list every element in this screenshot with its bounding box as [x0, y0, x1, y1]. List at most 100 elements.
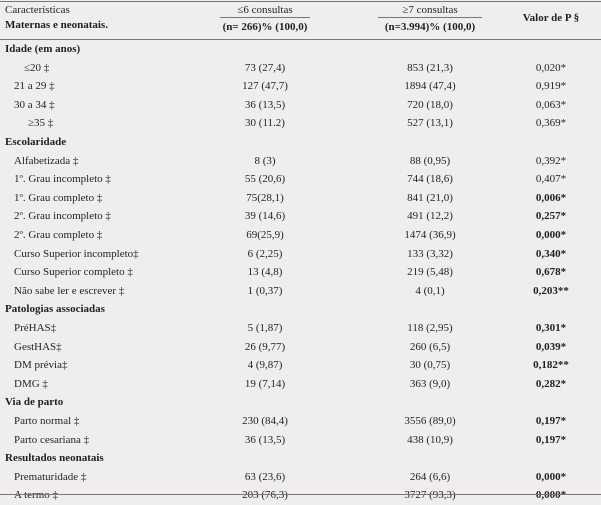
table-row: Curso Superior completo ‡ 13 (4,8) 219 (5,… — [0, 263, 601, 282]
row-label: 21 a 29 ‡ — [14, 80, 55, 93]
p-value-cell: 0,063* — [535, 98, 567, 111]
value-le6-cell: 19 (7,14) — [244, 377, 286, 390]
value-le6-cell: 39 (14,6) — [244, 210, 286, 223]
header-ge7-consultas: ≥7 consultas — [402, 4, 458, 16]
value-le6-cell: 36 (13,5) — [244, 98, 286, 111]
value-ge7-cell: 527 (13,1) — [407, 117, 453, 130]
value-le6-cell: 8 (3) — [254, 154, 276, 167]
p-value-cell: 0,039* — [535, 340, 567, 353]
table-row: Não sabe ler e escrever ‡ 1 (0,37) 4 (0,1)… — [0, 282, 601, 301]
value-ge7-cell: 438 (10,9) — [407, 433, 453, 446]
value-le6-cell: 73 (27,4) — [244, 61, 286, 74]
value-ge7-cell: 264 (6,6) — [409, 470, 451, 483]
value-ge7-cell: 720 (18,0) — [407, 98, 453, 111]
value-ge7-cell: 363 (9,0) — [409, 377, 451, 390]
header-ge7-n: (n=3.994)% (100,0) — [384, 21, 476, 33]
value-le6-cell: 69(25,9) — [246, 229, 284, 241]
value-le6-cell: 63 (23,6) — [244, 470, 286, 483]
header-ge7-underline — [378, 17, 482, 18]
row-label: Parto cesariana ‡ — [14, 433, 90, 446]
row-label: Prematuridade ‡ — [14, 470, 87, 483]
p-value-cell: 0,006* — [535, 191, 567, 204]
row-label: Parto normal ‡ — [14, 415, 80, 427]
table-row: 1º. Grau completo ‡ 75(28,1) 841 (21,0) 0,0… — [0, 189, 601, 208]
table-row: Parto cesariana ‡ 36 (13,5) 438 (10,9) 0,19… — [0, 431, 601, 450]
section-row: Patologias associadas — [0, 300, 601, 319]
value-ge7-cell: 841 (21,0) — [407, 191, 453, 204]
table-row: 2º. Grau incompleto ‡ 39 (14,6) 491 (12,2)… — [0, 207, 601, 226]
p-value-cell: 0,020* — [535, 61, 567, 74]
p-value-cell: 0,203** — [533, 284, 569, 297]
row-label: A termo ‡ — [14, 489, 58, 502]
row-label: 1º. Grau completo ‡ — [14, 191, 103, 204]
p-value-cell: 0,340* — [535, 247, 567, 260]
value-le6-cell: 230 (84,4) — [242, 415, 288, 427]
p-value-cell: 0,197* — [535, 433, 567, 446]
value-le6-cell: 1 (0,37) — [247, 284, 283, 297]
value-le6-cell: 127 (47,7) — [242, 80, 288, 93]
section-row: Idade (em anos) — [0, 40, 601, 59]
value-ge7-cell: 4 (0,1) — [415, 284, 445, 297]
table-row: 2º. Grau completo ‡ 69(25,9) 1474 (36,9) 0,… — [0, 226, 601, 245]
table-row: Prematuridade ‡ 63 (23,6) 264 (6,6) 0,000* — [0, 468, 601, 487]
table-row: ≤20 ‡ 73 (27,4) 853 (21,3) 0,020* — [0, 59, 601, 78]
row-label: ≥35 ‡ — [28, 117, 54, 130]
row-label: PréHAS‡ — [14, 322, 57, 334]
p-value-cell: 0,000* — [535, 229, 567, 241]
section-heading: Patologias associadas — [5, 303, 105, 316]
value-le6-cell: 203 (76,3) — [242, 489, 288, 502]
value-ge7-cell: 260 (6,5) — [409, 340, 451, 353]
value-ge7-cell: 133 (3,32) — [407, 247, 453, 260]
value-ge7-cell: 88 (0,95) — [409, 154, 451, 167]
p-value-cell: 0,301* — [535, 322, 567, 334]
p-value-cell: 0,282* — [535, 377, 567, 390]
value-ge7-cell: 118 (2,95) — [407, 322, 453, 334]
header-le6-underline — [220, 17, 310, 18]
section-heading: Resultados neonatais — [5, 452, 104, 465]
value-le6-cell: 5 (1,87) — [247, 322, 283, 334]
header-le6-consultas: ≤6 consultas — [237, 4, 293, 16]
header-le6-n: (n= 266)% (100,0) — [222, 21, 308, 33]
row-label: DMG ‡ — [14, 377, 48, 390]
value-le6-cell: 30 (11.2) — [245, 117, 285, 130]
section-heading: Escolaridade — [5, 136, 67, 148]
p-value-cell: 0,919* — [535, 80, 567, 93]
p-value-cell: 0,000* — [535, 489, 567, 502]
table-row: GestHAS‡ 26 (9,77) 260 (6,5) 0,039* — [0, 338, 601, 357]
row-label: 30 a 34 ‡ — [14, 98, 55, 111]
row-label: Alfabetizada ‡ — [14, 154, 79, 167]
section-heading: Via de parto — [5, 396, 64, 409]
value-le6-cell: 13 (4,8) — [247, 266, 283, 279]
p-value-cell: 0,000* — [535, 470, 567, 483]
header-characteristics-line2: Maternas e neonatais. — [5, 19, 108, 31]
table-row: Alfabetizada ‡ 8 (3) 88 (0,95) 0,392* — [0, 152, 601, 171]
row-label: ≤20 ‡ — [24, 61, 50, 74]
value-le6-cell: 26 (9,77) — [244, 340, 286, 353]
row-label: DM prévia‡ — [14, 359, 68, 372]
value-ge7-cell: 30 (0,75) — [409, 359, 451, 372]
header-p-value: Valor de P § — [522, 12, 580, 24]
value-ge7-cell: 219 (5,48) — [407, 266, 453, 279]
header-characteristics-line1: Características — [5, 4, 70, 16]
value-ge7-cell: 3727 (93,3) — [404, 489, 456, 502]
p-value-cell: 0,257* — [535, 210, 567, 223]
p-value-cell: 0,197* — [535, 415, 567, 427]
value-le6-cell: 36 (13,5) — [244, 433, 286, 446]
value-le6-cell: 6 (2,25) — [247, 247, 283, 260]
table-row: Parto normal ‡ 230 (84,4) 3556 (89,0) 0,197… — [0, 412, 601, 431]
row-label: GestHAS‡ — [14, 340, 62, 353]
value-ge7-cell: 744 (18,6) — [407, 173, 453, 186]
table-row: DMG ‡ 19 (7,14) 363 (9,0) 0,282* — [0, 375, 601, 394]
row-label: 2º. Grau completo ‡ — [14, 229, 103, 241]
p-value-cell: 0,182** — [533, 359, 569, 372]
value-le6-cell: 4 (9,87) — [247, 359, 283, 372]
row-label: 2º. Grau incompleto ‡ — [14, 210, 111, 223]
value-ge7-cell: 1474 (36,9) — [404, 229, 456, 241]
table-row: 21 a 29 ‡ 127 (47,7) 1894 (47,4) 0,919* — [0, 77, 601, 96]
table-row: 30 a 34 ‡ 36 (13,5) 720 (18,0) 0,063* — [0, 96, 601, 115]
value-ge7-cell: 491 (12,2) — [407, 210, 453, 223]
section-row: Resultados neonatais — [0, 449, 601, 468]
table-row: ≥35 ‡ 30 (11.2) 527 (13,1) 0,369* — [0, 114, 601, 133]
p-value-cell: 0,369* — [535, 117, 567, 130]
